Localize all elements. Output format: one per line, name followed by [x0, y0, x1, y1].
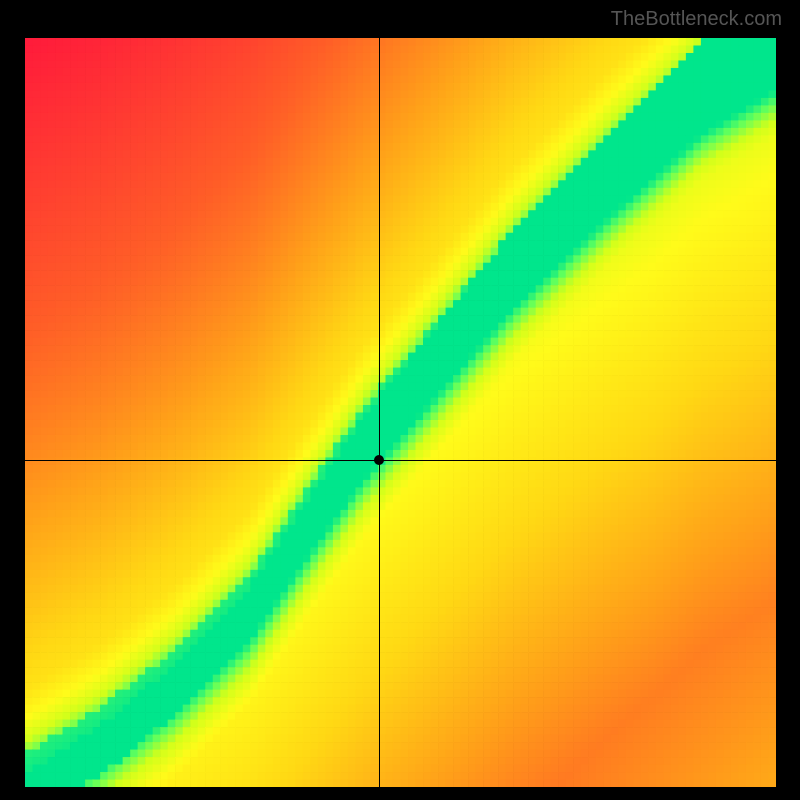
bottleneck-heatmap-chart: TheBottleneck.com [0, 0, 800, 800]
border-bottom [0, 787, 800, 800]
crosshair-vertical [379, 38, 380, 787]
crosshair-horizontal [25, 460, 776, 461]
border-left [0, 0, 25, 800]
border-right [776, 0, 800, 800]
heatmap-canvas [0, 0, 800, 800]
watermark-text: TheBottleneck.com [611, 8, 782, 31]
crosshair-marker [374, 455, 384, 465]
